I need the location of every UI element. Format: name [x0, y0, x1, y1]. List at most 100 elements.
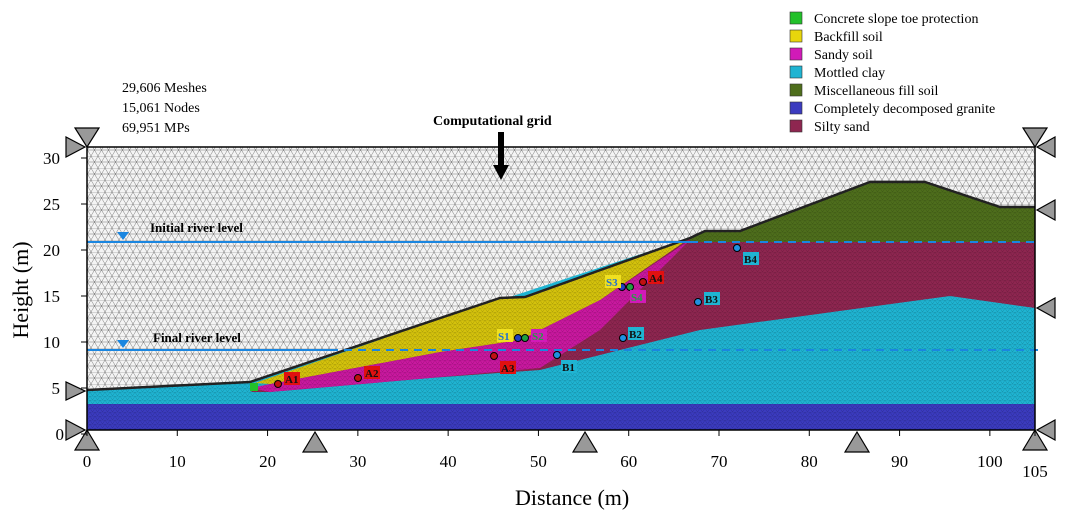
- support-icon: [73, 428, 101, 451]
- marker-label: B4: [744, 254, 757, 266]
- legend-label: Backfill soil: [814, 30, 883, 45]
- marker-a3-point: [490, 352, 498, 360]
- marker-label: S1: [498, 331, 510, 343]
- x-axis-ticks: 0 10 20 30 40 50 60 70 80 90 100 105: [83, 430, 1048, 481]
- soil-mesh: [87, 182, 1035, 430]
- x-tick-label: 40: [440, 452, 457, 471]
- legend-swatch: [789, 29, 803, 43]
- y-axis-label: Height (m): [8, 241, 33, 338]
- mp-count: 69,951 MPs: [122, 121, 190, 136]
- y-tick-label: 10: [43, 333, 60, 352]
- marker-a2-point: [354, 374, 362, 382]
- x-tick-label: 10: [169, 452, 186, 471]
- domain-border: [86, 146, 1036, 431]
- support-icon: [1035, 418, 1056, 442]
- support-icon: [65, 381, 87, 401]
- marker-label-bg: [605, 275, 621, 288]
- marker-label: A1: [285, 374, 298, 386]
- marker-s4-point: [626, 283, 634, 291]
- legend-swatch: [789, 65, 803, 79]
- marker-label-bg: [500, 361, 516, 374]
- marker-a1-point: [274, 380, 282, 388]
- marker-b2-point: [619, 334, 627, 342]
- marker-label: B1: [562, 362, 575, 374]
- marker-label: A3: [501, 363, 515, 375]
- x-tick-label: 20: [259, 452, 276, 471]
- marker-label: B2: [629, 329, 642, 341]
- water-level-icon: [117, 232, 129, 240]
- marker-label: S4: [631, 292, 643, 304]
- arrow-down-icon: [493, 165, 509, 180]
- support-icon: [65, 136, 87, 158]
- node-count: 15,061 Nodes: [122, 101, 200, 116]
- support-icon: [73, 127, 101, 149]
- marker-b3-point: [694, 298, 702, 306]
- x-tick-label: 30: [349, 452, 366, 471]
- marker-b1-point: [553, 351, 561, 359]
- marker-label-bg: [648, 271, 664, 284]
- legend-label: Mottled clay: [814, 66, 885, 81]
- legend-label: Sandy soil: [814, 48, 873, 63]
- marker-a4-point: [639, 278, 647, 286]
- y-tick-label: 30: [43, 149, 60, 168]
- legend-label: Completely decomposed granite: [814, 102, 995, 117]
- marker-label-bg: [497, 329, 513, 342]
- support-icon: [843, 430, 871, 453]
- support-icon: [1035, 296, 1056, 320]
- x-tick-label: 50: [530, 452, 547, 471]
- legend-label: Concrete slope toe protection: [814, 12, 978, 27]
- legend-swatch: [789, 11, 803, 25]
- support-icon: [1021, 428, 1049, 451]
- support-icon: [65, 419, 87, 441]
- support-icon: [301, 430, 329, 453]
- x-axis-label: Distance (m): [515, 485, 629, 510]
- marker-label-bg: [743, 252, 759, 265]
- x-tick-label: 70: [711, 452, 728, 471]
- marker-label-bg: [284, 372, 300, 385]
- water-level-icon: [117, 340, 129, 348]
- marker-label-bg: [630, 290, 646, 303]
- y-tick-label: 0: [56, 425, 65, 444]
- x-tick-label: 0: [83, 452, 92, 471]
- marker-label-bg: [531, 329, 547, 342]
- x-tick-label: 105: [1022, 462, 1048, 481]
- legend-label: Miscellaneous fill soil: [814, 84, 939, 99]
- y-tick-label: 5: [52, 379, 61, 398]
- ground-surface: [86, 180, 1035, 392]
- x-tick-label: 90: [891, 452, 908, 471]
- marker-label: A2: [365, 368, 379, 380]
- marker-label-bg: [364, 366, 380, 379]
- marker-label: S2: [532, 331, 544, 343]
- x-tick-label: 100: [977, 452, 1003, 471]
- marker-s1-point: [514, 334, 522, 342]
- initial-river-label: Initial river level: [150, 220, 243, 235]
- legend-swatch: [789, 47, 803, 61]
- support-icon: [1021, 127, 1049, 149]
- y-axis-ticks: 0 5 10 15 20 25 30: [43, 149, 87, 444]
- legend-label: Silty sand: [814, 120, 870, 135]
- y-tick-label: 15: [43, 287, 60, 306]
- marker-b4-point: [733, 244, 741, 252]
- marker-label-bg: [704, 292, 720, 305]
- y-tick-label: 25: [43, 195, 60, 214]
- legend: Concrete slope toe protection Backfill so…: [789, 11, 995, 135]
- mesh-count: 29,606 Meshes: [122, 81, 207, 96]
- marker-label: S3: [606, 277, 618, 289]
- legend-swatch: [789, 119, 803, 133]
- x-tick-label: 60: [620, 452, 637, 471]
- marker-label-bg: [628, 327, 644, 340]
- marker-label: B3: [705, 294, 718, 306]
- final-river-label: Final river level: [153, 330, 241, 345]
- grid-arrow-shaft: [498, 132, 504, 168]
- boundary-supports: [65, 127, 1056, 453]
- marker-s2-point: [521, 334, 529, 342]
- support-icon: [1035, 198, 1056, 222]
- marker-label-bg: [561, 360, 577, 373]
- legend-swatch: [789, 83, 803, 97]
- monitoring-points: A1 A2 A3 A4 B1 B2 B3 B4 S1 S2 S3 S4: [274, 244, 759, 388]
- support-icon: [571, 430, 599, 453]
- support-icon: [1035, 135, 1056, 159]
- x-tick-label: 80: [801, 452, 818, 471]
- computational-grid-label: Computational grid: [433, 114, 552, 129]
